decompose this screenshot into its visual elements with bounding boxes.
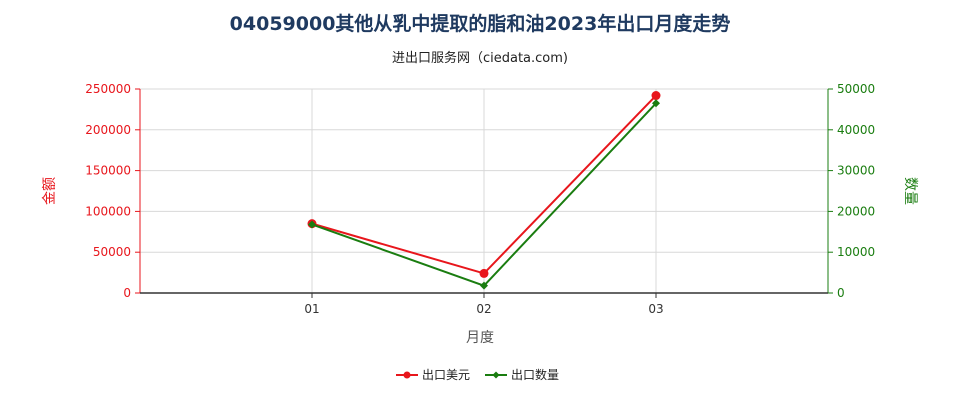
- chart-title: 04059000其他从乳中提取的脂和油2023年出口月度走势: [230, 12, 731, 35]
- x-tick-label: 02: [476, 302, 491, 316]
- y-left-tick-label: 50000: [93, 245, 131, 259]
- y-axis-left-title: 金额: [42, 177, 58, 205]
- y-right-tick-label: 50000: [837, 82, 875, 96]
- x-tick-label: 01: [304, 302, 319, 316]
- y-left-tick-label: 0: [123, 286, 131, 300]
- y-right-tick-label: 20000: [837, 204, 875, 218]
- axes: 0500001000001500002000002500000100002000…: [42, 82, 918, 346]
- legend-marker: [403, 371, 411, 379]
- y-left-tick-label: 100000: [85, 204, 131, 218]
- y-left-tick-label: 200000: [85, 123, 131, 137]
- series-layer: [307, 91, 661, 290]
- data-point: [479, 268, 489, 278]
- grid: [139, 88, 829, 294]
- y-left-tick-label: 150000: [85, 164, 131, 178]
- legend-label: 出口数量: [511, 367, 559, 382]
- y-right-tick-label: 40000: [837, 123, 875, 137]
- chart-subtitle: 进出口服务网（ciedata.com): [392, 50, 568, 66]
- legend: 出口美元 出口数量: [396, 367, 559, 382]
- x-axis-title: 月度: [466, 330, 494, 346]
- y-left-tick-label: 250000: [85, 82, 131, 96]
- legend-marker: [492, 371, 500, 379]
- data-point: [308, 220, 316, 229]
- y-right-tick-label: 10000: [837, 245, 875, 259]
- data-point: [651, 91, 661, 101]
- data-point: [480, 281, 488, 290]
- data-point: [652, 99, 660, 108]
- y-axis-right-title: 数量: [902, 177, 918, 205]
- y-right-tick-label: 30000: [837, 164, 875, 178]
- legend-label: 出口美元: [422, 368, 470, 382]
- y-right-tick-label: 0: [837, 286, 845, 300]
- x-tick-label: 03: [648, 302, 663, 316]
